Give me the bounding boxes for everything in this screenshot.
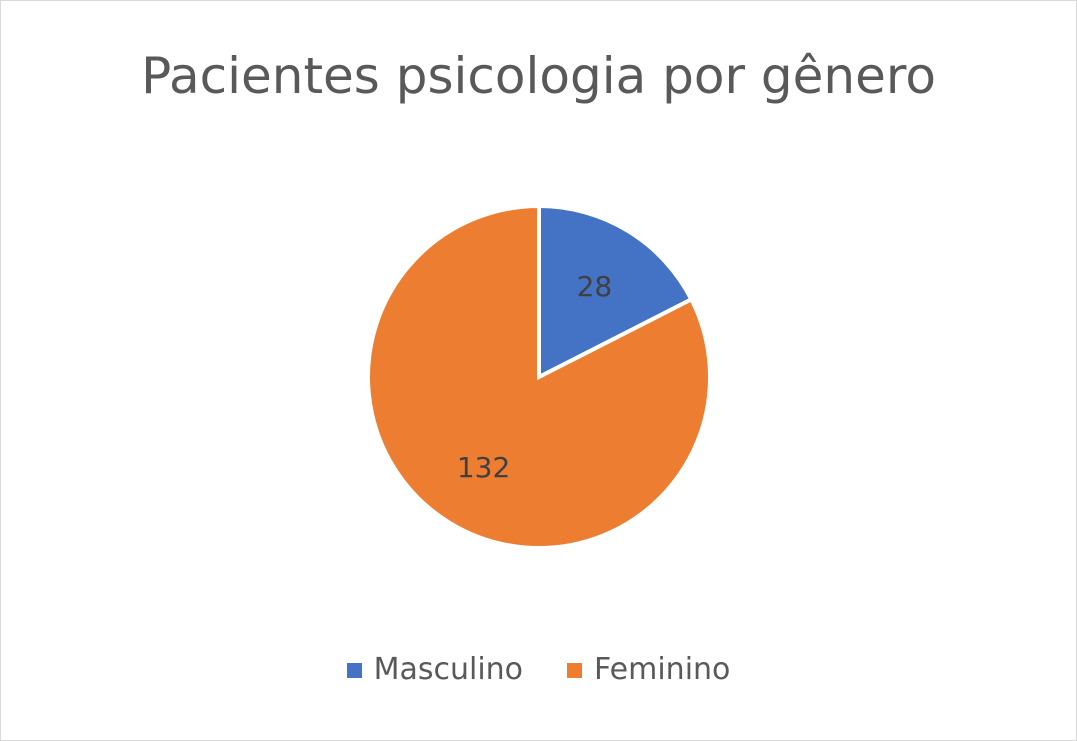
pie-data-labels: 28 132: [457, 270, 612, 484]
data-label-feminino: 132: [457, 451, 510, 484]
legend-label-masculino: Masculino: [373, 652, 524, 687]
legend: Masculino Feminino: [0, 648, 1077, 692]
legend-label-feminino: Feminino: [594, 652, 731, 687]
data-label-masculino: 28: [577, 270, 613, 303]
legend-item-masculino: Masculino: [346, 648, 524, 692]
pie-slices: [366, 203, 712, 550]
chart-title: Pacientes psicologia por gênero: [141, 47, 936, 105]
legend-swatch-feminino: [567, 662, 583, 678]
legend-swatch-masculino: [346, 662, 362, 678]
pie-slice-feminino: [366, 203, 712, 550]
legend-item-feminino: Feminino: [567, 648, 730, 692]
pie-slice-masculino: [537, 203, 695, 381]
